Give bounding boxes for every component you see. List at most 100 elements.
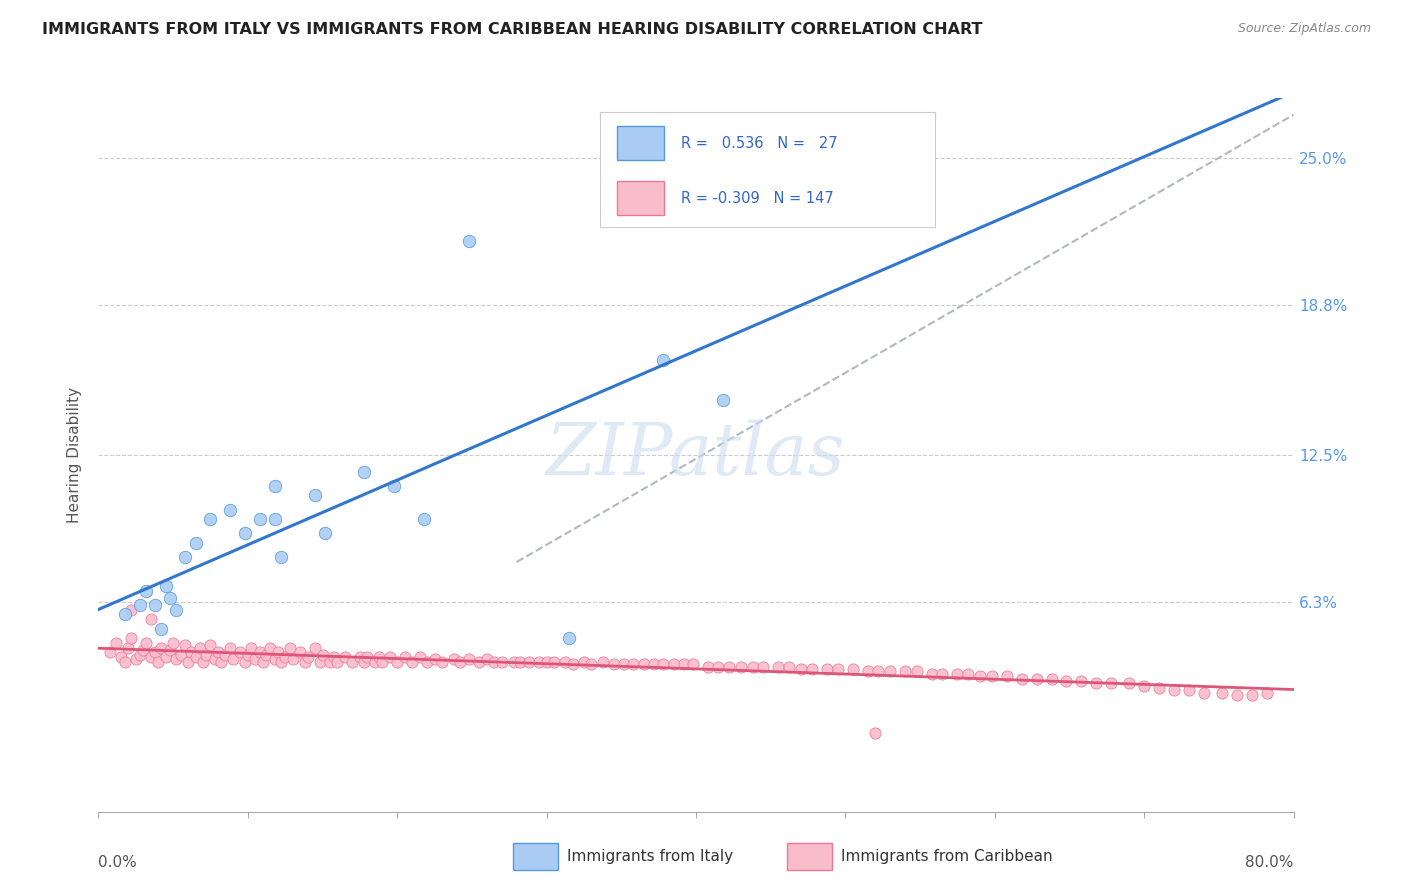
Point <box>562 657 585 672</box>
Point <box>458 652 481 666</box>
Point <box>150 622 173 636</box>
Point <box>162 636 184 650</box>
Point <box>214 648 236 662</box>
Point <box>139 612 162 626</box>
Point <box>254 648 277 662</box>
Point <box>191 655 214 669</box>
Point <box>682 657 704 672</box>
Point <box>249 512 271 526</box>
Point <box>475 652 498 666</box>
Point <box>905 169 928 184</box>
Point <box>249 645 271 659</box>
Point <box>905 665 928 679</box>
Point <box>1011 672 1033 686</box>
Point <box>815 662 838 676</box>
Point <box>368 650 391 665</box>
Point <box>572 655 595 669</box>
Point <box>458 234 481 248</box>
Point <box>643 657 665 672</box>
Point <box>135 583 157 598</box>
Point <box>1025 672 1047 686</box>
Point <box>323 650 346 665</box>
Point <box>468 655 491 669</box>
Point <box>229 645 252 659</box>
Point <box>491 655 513 669</box>
Point <box>707 659 730 673</box>
Point <box>177 655 200 669</box>
Point <box>297 650 319 665</box>
Point <box>353 655 375 669</box>
Point <box>717 659 740 673</box>
Point <box>1099 676 1122 690</box>
Point <box>353 465 375 479</box>
Point <box>673 657 696 672</box>
Point <box>394 650 416 665</box>
Point <box>423 652 446 666</box>
Point <box>236 648 259 662</box>
Point <box>921 666 943 681</box>
Point <box>430 655 453 669</box>
Point <box>842 662 865 676</box>
Point <box>509 655 531 669</box>
Point <box>592 655 614 669</box>
Point <box>159 591 181 605</box>
Point <box>148 655 170 669</box>
Point <box>613 657 636 672</box>
Point <box>184 650 207 665</box>
Point <box>233 655 256 669</box>
Point <box>484 655 506 669</box>
Point <box>382 479 405 493</box>
Point <box>1211 686 1233 700</box>
Point <box>150 640 173 655</box>
Point <box>408 650 430 665</box>
Point <box>502 655 524 669</box>
Point <box>1163 683 1185 698</box>
Point <box>143 645 166 659</box>
Point <box>752 659 775 673</box>
Point <box>219 640 242 655</box>
Point <box>143 598 166 612</box>
Point <box>652 352 675 367</box>
Point <box>304 640 326 655</box>
Point <box>558 631 581 645</box>
Point <box>129 648 152 662</box>
Point <box>281 652 304 666</box>
Point <box>270 655 292 669</box>
Point <box>581 657 603 672</box>
Point <box>169 648 191 662</box>
Point <box>856 665 879 679</box>
Point <box>527 655 550 669</box>
Point <box>165 602 187 616</box>
Point <box>311 648 333 662</box>
Y-axis label: Hearing Disability: Hearing Disability <box>67 387 83 523</box>
Text: ZIPatlas: ZIPatlas <box>546 419 846 491</box>
Point <box>621 657 644 672</box>
Point <box>385 655 409 669</box>
Point <box>349 650 371 665</box>
Point <box>174 550 197 565</box>
Point <box>209 655 232 669</box>
Point <box>195 648 218 662</box>
Point <box>378 650 401 665</box>
Point <box>278 640 301 655</box>
Point <box>125 652 148 666</box>
Point <box>155 579 177 593</box>
Point <box>1178 683 1201 698</box>
Point <box>159 643 181 657</box>
Point <box>868 665 890 679</box>
Point <box>204 652 226 666</box>
Point <box>778 659 800 673</box>
Point <box>1226 688 1249 702</box>
Point <box>342 655 364 669</box>
Point <box>252 655 274 669</box>
Point <box>333 650 356 665</box>
Point <box>652 657 675 672</box>
Point <box>263 512 285 526</box>
Point <box>155 650 177 665</box>
Point <box>117 640 139 655</box>
Point <box>931 666 953 681</box>
Point <box>536 655 558 669</box>
Point <box>356 650 378 665</box>
Point <box>120 631 142 645</box>
Point <box>294 655 316 669</box>
